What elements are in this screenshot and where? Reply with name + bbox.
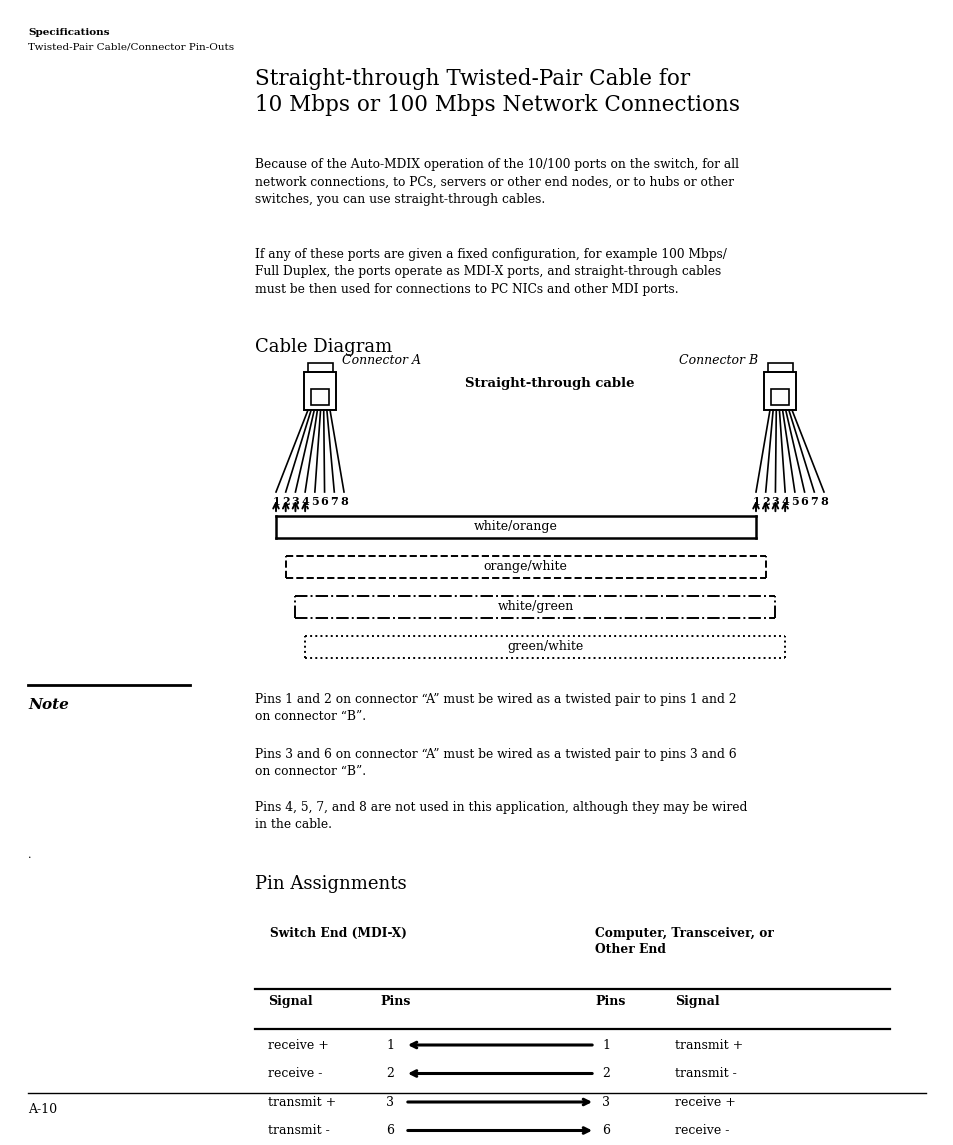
Text: white/green: white/green (497, 600, 573, 614)
Text: 3: 3 (386, 1096, 394, 1110)
Text: transmit -: transmit - (675, 1067, 736, 1081)
Text: Pins: Pins (379, 995, 410, 1008)
Text: Signal: Signal (675, 995, 719, 1008)
Text: Straight-through Twisted-Pair Cable for
10 Mbps or 100 Mbps Network Connections: Straight-through Twisted-Pair Cable for … (254, 68, 740, 117)
Text: 2: 2 (761, 496, 769, 507)
Text: 6: 6 (386, 1124, 394, 1137)
Text: receive -: receive - (675, 1124, 729, 1137)
Text: 8: 8 (340, 496, 348, 507)
Text: 4: 4 (781, 496, 788, 507)
Text: 1: 1 (601, 1039, 609, 1052)
Text: 8: 8 (820, 496, 827, 507)
Text: 2: 2 (281, 496, 289, 507)
Text: 1: 1 (751, 496, 759, 507)
Text: 3: 3 (771, 496, 779, 507)
Text: Connector B: Connector B (679, 354, 758, 366)
Text: 3: 3 (292, 496, 299, 507)
Text: Pins 4, 5, 7, and 8 are not used in this application, although they may be wired: Pins 4, 5, 7, and 8 are not used in this… (254, 802, 746, 831)
Text: transmit +: transmit + (268, 1096, 335, 1110)
Bar (304, 372, 335, 410)
Text: orange/white: orange/white (483, 561, 567, 574)
Text: 1: 1 (386, 1039, 394, 1052)
Text: Pin Assignments: Pin Assignments (254, 875, 406, 893)
Text: If any of these ports are given a fixed configuration, for example 100 Mbps/
Ful: If any of these ports are given a fixed … (254, 248, 726, 297)
Text: Twisted-Pair Cable/Connector Pin-Outs: Twisted-Pair Cable/Connector Pin-Outs (28, 42, 233, 52)
Text: 7: 7 (809, 496, 818, 507)
Text: Pins 1 and 2 on connector “A” must be wired as a twisted pair to pins 1 and 2
on: Pins 1 and 2 on connector “A” must be wi… (254, 693, 736, 724)
Text: 4: 4 (301, 496, 309, 507)
Text: transmit +: transmit + (675, 1039, 742, 1052)
Text: Signal: Signal (268, 995, 313, 1008)
Text: 5: 5 (790, 496, 798, 507)
Bar (307, 363, 333, 372)
Text: Cable Diagram: Cable Diagram (254, 338, 392, 356)
Bar (763, 372, 795, 410)
Text: Connector A: Connector A (341, 354, 420, 366)
Text: white/orange: white/orange (474, 521, 558, 534)
Text: 5: 5 (311, 496, 318, 507)
Text: 6: 6 (800, 496, 807, 507)
Text: 2: 2 (386, 1067, 394, 1081)
Text: A-10: A-10 (28, 1103, 57, 1116)
Text: Note: Note (28, 698, 69, 712)
Text: Specifications: Specifications (28, 27, 110, 37)
Text: Switch End (MDI-X): Switch End (MDI-X) (270, 927, 406, 940)
Bar (770, 389, 788, 405)
Text: receive +: receive + (268, 1039, 329, 1052)
Text: 2: 2 (601, 1067, 609, 1081)
Text: Pins: Pins (595, 995, 625, 1008)
Text: 6: 6 (320, 496, 328, 507)
Text: Straight-through cable: Straight-through cable (465, 377, 634, 390)
Text: Computer, Transceiver, or
Other End: Computer, Transceiver, or Other End (595, 927, 773, 956)
Text: .: . (28, 850, 31, 860)
Text: Pins 3 and 6 on connector “A” must be wired as a twisted pair to pins 3 and 6
on: Pins 3 and 6 on connector “A” must be wi… (254, 748, 736, 779)
Text: 6: 6 (601, 1124, 609, 1137)
Bar (767, 363, 792, 372)
Text: receive +: receive + (675, 1096, 735, 1110)
Text: Because of the Auto-MDIX operation of the 10/100 ports on the switch, for all
ne: Because of the Auto-MDIX operation of th… (254, 158, 739, 206)
Text: 3: 3 (601, 1096, 609, 1110)
Text: 1: 1 (272, 496, 279, 507)
Text: transmit -: transmit - (268, 1124, 330, 1137)
Text: 7: 7 (330, 496, 337, 507)
Text: green/white: green/white (506, 640, 582, 654)
Bar (311, 389, 329, 405)
Text: receive -: receive - (268, 1067, 322, 1081)
